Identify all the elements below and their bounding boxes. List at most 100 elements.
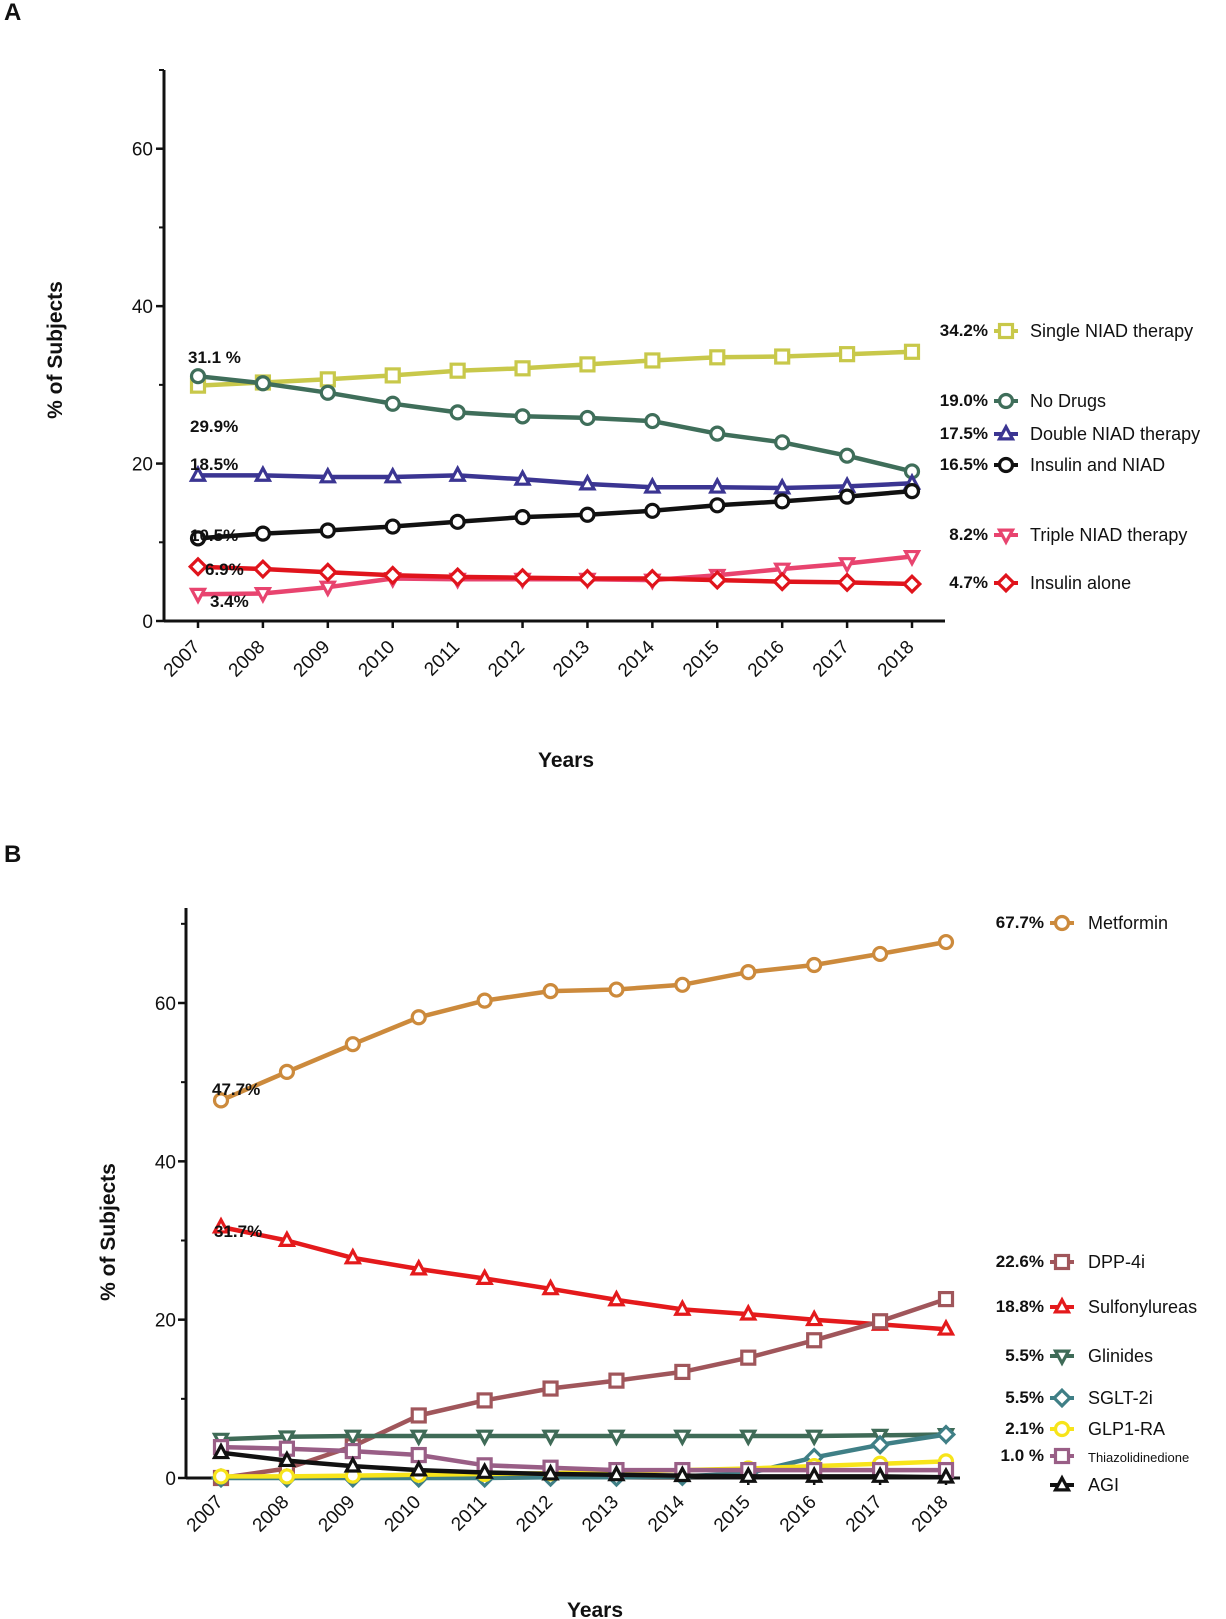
series-single-line (197, 349, 913, 388)
legend-b-dpp4i-name: DPP-4i (1088, 1252, 1145, 1272)
series-insniad-point (644, 502, 661, 519)
x-tick-label: 2012 (484, 637, 529, 682)
series-insalone-point (837, 572, 858, 593)
series-single-point (579, 356, 596, 373)
legend-b-tzd-name: Thiazolidinedione (1088, 1450, 1189, 1465)
series-insalone-line (197, 564, 913, 587)
series-dpp4i-point (674, 1363, 691, 1381)
series-nodrugs-line (197, 373, 913, 474)
panel-a-label: A (4, 0, 21, 26)
series-agi-point (475, 1461, 494, 1479)
panel-b-y-axis-title: % of Subjects (97, 1163, 120, 1301)
x-tick-label: 2007 (160, 637, 205, 682)
x-tick-label: 2009 (290, 637, 335, 682)
series-nodrugs-point (709, 425, 726, 442)
series-agi-point (673, 1465, 692, 1483)
legend-b-glp1ra-value: 2.1% (1005, 1419, 1044, 1438)
series-nodrugs-point (514, 408, 531, 425)
y-tick-label: 20 (132, 455, 153, 476)
legend-a-single-name: Single NIAD therapy (1030, 321, 1193, 341)
series-single-point (709, 349, 726, 366)
legend-marker-shape (997, 322, 1015, 340)
series-single-point (774, 348, 791, 365)
series-agi-point (343, 1455, 363, 1473)
legend-b-sglt2i-marker (1050, 1387, 1074, 1409)
series-insniad-point (514, 508, 531, 526)
legend-b-glinides-name: Glinides (1088, 1346, 1153, 1366)
legend-b-agi-name: AGI (1088, 1475, 1119, 1495)
series-triple-line (197, 554, 913, 597)
series-metformin-point (410, 1009, 427, 1026)
legend-b-tzd-value: 1.0 % (1001, 1446, 1044, 1465)
series-double (188, 464, 922, 495)
x-tick-label: 2015 (679, 637, 724, 682)
legend-a-single-marker (994, 322, 1018, 340)
panel-a-series (187, 343, 923, 605)
legend-marker-shape (1051, 1387, 1073, 1409)
series-agi (211, 1442, 956, 1484)
series-agi-point (211, 1442, 231, 1460)
series-nodrugs-point (319, 384, 336, 401)
x-tick-label: 2017 (842, 1492, 887, 1537)
series-nodrugs-point (644, 412, 661, 430)
series-nodrugs-point (254, 375, 272, 392)
x-tick-label: 2013 (549, 637, 594, 682)
legend-b-sulfonylureas-value: 18.8% (996, 1297, 1044, 1316)
series-sulfonylureas (211, 1216, 956, 1336)
series-insniad-point (189, 530, 207, 547)
y-tick-label: 0 (165, 1469, 176, 1490)
series-metformin-point (212, 1092, 230, 1109)
series-agi-point (607, 1464, 626, 1482)
legend-marker-shape (1052, 1349, 1072, 1367)
series-glinides-line (220, 1432, 947, 1442)
series-insalone-point (447, 566, 468, 587)
x-tick-label: 2011 (420, 637, 464, 681)
panel-b-x-axis-title: Years (567, 1599, 623, 1619)
legend-b-dpp4i-value: 22.6% (996, 1252, 1044, 1271)
legend-b-glp1ra-name: GLP1-RA (1088, 1419, 1165, 1439)
series-double-point (708, 476, 727, 494)
anno-b-metformin-start: 47.7% (212, 1080, 260, 1099)
series-double-point (513, 468, 532, 486)
series-agi-point (409, 1459, 428, 1477)
x-tick-label: 2010 (381, 1492, 426, 1537)
legend-b-sglt2i-name: SGLT-2i (1088, 1388, 1153, 1408)
series-glinides-point (607, 1429, 626, 1447)
series-insalone-point (642, 568, 663, 589)
series-metformin-point (344, 1036, 361, 1053)
series-insniad-line (197, 488, 913, 541)
legend-a-single-value: 34.2% (940, 321, 988, 340)
legend-a-triple-marker (994, 528, 1018, 546)
anno-a-insniad-start: 10.5% (190, 526, 238, 545)
legend-b-tzd: 1.0 % Thiazolidinedione (1001, 1446, 1190, 1465)
x-tick-label: 2018 (874, 637, 919, 682)
series-double-point (188, 464, 208, 482)
series-glinides-point (277, 1430, 297, 1448)
series-sulfonylureas-point (211, 1216, 231, 1234)
panel-b-series (210, 933, 957, 1489)
series-agi-point (739, 1465, 758, 1483)
legend-marker-shape (997, 456, 1015, 474)
series-insalone (187, 556, 923, 595)
y-tick-label: 40 (155, 1152, 176, 1173)
series-insniad-point (903, 483, 921, 500)
series-single-point (838, 346, 856, 363)
series-glp1ra-point (278, 1468, 296, 1485)
y-tick-label: 60 (155, 994, 176, 1015)
x-tick-label: 2014 (644, 1491, 689, 1536)
x-tick-label: 2008 (225, 637, 270, 682)
series-nodrugs-point (838, 447, 856, 464)
legend-b-metformin-marker (1050, 914, 1074, 932)
series-insniad-point (384, 518, 401, 535)
legend-a-insalone-name: Insulin alone (1030, 573, 1131, 593)
series-metformin-point (937, 933, 955, 951)
series-sulfonylureas-point (343, 1247, 363, 1265)
legend-marker-shape (996, 423, 1016, 441)
legend-marker-shape (996, 528, 1016, 546)
x-tick-label: 2012 (512, 1492, 557, 1537)
series-sglt2i-point (935, 1424, 957, 1445)
x-tick-label: 2016 (776, 1492, 821, 1537)
series-insalone-point (707, 570, 728, 591)
